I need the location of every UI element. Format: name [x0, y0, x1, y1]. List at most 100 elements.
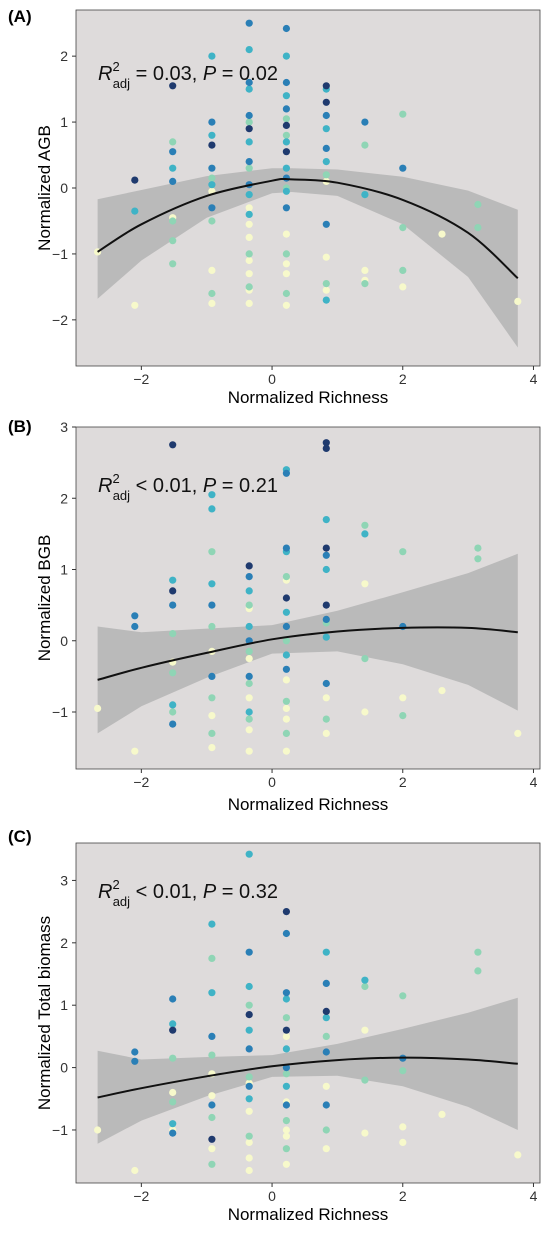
- data-point: [282, 78, 290, 87]
- stat-p-symbol: P: [203, 881, 217, 903]
- data-point: [282, 164, 290, 172]
- data-point: [169, 630, 177, 638]
- data-point: [169, 587, 177, 595]
- data-point: [282, 704, 290, 713]
- data-point: [282, 301, 290, 309]
- data-point: [322, 125, 330, 133]
- x-tick-label: 4: [530, 371, 538, 387]
- data-point: [169, 701, 177, 709]
- data-point: [282, 270, 290, 278]
- data-point: [361, 976, 369, 984]
- data-point: [322, 280, 330, 288]
- data-point: [438, 1110, 446, 1118]
- data-point: [282, 995, 290, 1003]
- data-point: [282, 747, 290, 755]
- data-point: [245, 233, 253, 241]
- x-tick-label: −2: [133, 774, 149, 790]
- data-point: [322, 439, 330, 447]
- data-point: [245, 158, 253, 166]
- data-point: [208, 548, 216, 556]
- stat-r-subscript: adj: [113, 894, 130, 909]
- data-point: [361, 982, 369, 991]
- data-point: [322, 1082, 330, 1090]
- stat-r-superscript: 2: [112, 59, 119, 74]
- data-point: [282, 729, 290, 738]
- data-point: [245, 694, 253, 702]
- data-point: [208, 694, 216, 702]
- data-point: [245, 1082, 253, 1090]
- data-point: [361, 1076, 369, 1084]
- data-point: [282, 187, 290, 195]
- x-tick-label: −2: [133, 1188, 149, 1204]
- x-tick-label: 2: [399, 1188, 407, 1204]
- data-point: [131, 207, 139, 215]
- data-point: [361, 655, 369, 663]
- data-point: [399, 694, 407, 702]
- data-point: [282, 1032, 290, 1040]
- data-point: [208, 1101, 216, 1109]
- data-point: [208, 1160, 216, 1168]
- data-point: [208, 118, 216, 126]
- data-point: [208, 1145, 216, 1153]
- data-point: [322, 1145, 330, 1153]
- y-tick-label: 0: [60, 633, 68, 649]
- data-point: [169, 237, 177, 245]
- stats-annotation: R2 adj = 0.03, P = 0.02: [98, 59, 278, 91]
- data-point: [245, 708, 253, 716]
- panel-2: (C) −2 0 2 4 −1 0 1 2 3 Normalized Richness Normali…: [8, 827, 541, 1224]
- data-point: [474, 948, 482, 956]
- data-point: [131, 612, 139, 620]
- data-point: [245, 46, 253, 54]
- data-point: [245, 220, 253, 228]
- data-point: [208, 672, 216, 681]
- data-point: [322, 444, 330, 452]
- data-point: [208, 289, 216, 298]
- data-point: [245, 1011, 253, 1019]
- data-point: [245, 1132, 253, 1140]
- data-point: [208, 1051, 216, 1059]
- fit-line: [97, 626, 518, 681]
- data-point: [131, 1166, 139, 1175]
- y-tick-label: 2: [60, 935, 68, 951]
- data-point: [399, 164, 407, 172]
- confidence-band: [97, 553, 518, 734]
- data-point: [282, 676, 290, 684]
- stat-r-superscript: 2: [112, 877, 119, 892]
- data-point: [169, 1098, 177, 1106]
- data-point: [208, 217, 216, 225]
- data-point: [399, 712, 407, 720]
- data-point: [245, 204, 253, 212]
- data-point: [322, 544, 330, 552]
- data-point: [282, 1014, 290, 1022]
- data-point: [245, 672, 253, 681]
- fit-line: [97, 177, 519, 280]
- data-point: [169, 1020, 177, 1028]
- stat-r-symbol: R: [98, 63, 112, 85]
- data-point: [361, 280, 369, 288]
- data-point: [322, 715, 330, 723]
- data-point: [282, 24, 290, 33]
- data-point: [208, 141, 216, 149]
- data-point: [131, 301, 139, 309]
- x-axis-label: Normalized Richness: [228, 388, 389, 407]
- data-point: [514, 297, 522, 305]
- data-point: [474, 967, 482, 975]
- data-point: [94, 704, 102, 713]
- data-point: [245, 562, 253, 570]
- data-point: [282, 908, 290, 916]
- data-point: [438, 230, 446, 238]
- panel-1: (B) −2 0 2 4 −1 0 1 2 3 Normalized Richness Normali…: [8, 417, 541, 814]
- confidence-band: [97, 997, 518, 1144]
- data-point: [282, 121, 290, 129]
- stat-r-superscript: 2: [112, 471, 119, 486]
- data-point: [361, 266, 369, 274]
- stat-p-value: = 0.02: [216, 63, 278, 85]
- x-axis-label: Normalized Richness: [228, 1205, 389, 1224]
- data-point: [282, 469, 290, 477]
- data-point: [245, 850, 253, 858]
- data-point: [282, 250, 290, 258]
- data-point: [169, 1129, 177, 1137]
- data-point: [169, 260, 177, 268]
- data-point: [282, 1070, 290, 1078]
- data-point: [169, 148, 177, 156]
